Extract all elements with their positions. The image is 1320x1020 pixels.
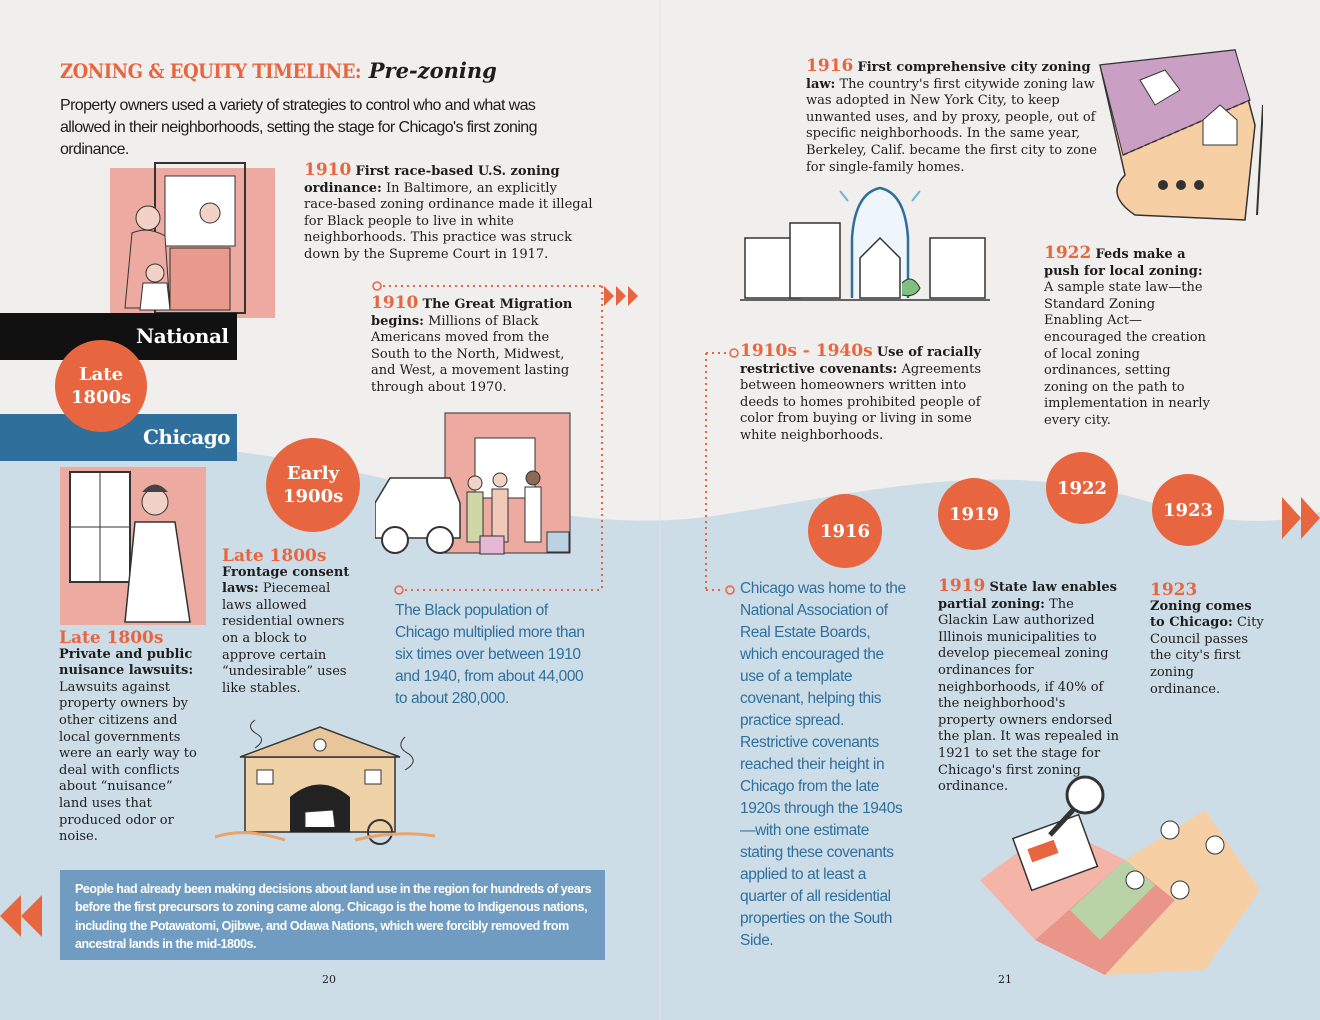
double-arrow-right-icon xyxy=(1282,497,1320,539)
entry-1923-chicago: 1923 Zoning comes to Chicago: City Counc… xyxy=(1150,580,1264,697)
indigenous-note-box xyxy=(60,870,605,960)
entry-1910s-covenants: 1910s - 1940s Use of racially restrictiv… xyxy=(740,341,982,443)
entry-1910-zoning: 1910 First race-based U.S. zoning ordina… xyxy=(304,160,593,262)
entry-1922-feds: 1922 Feds make a push for local zoning: … xyxy=(1044,243,1210,428)
national-label: National xyxy=(136,324,229,348)
circle-1922: 1922 xyxy=(1046,452,1118,524)
page-title: ZONING & EQUITY TIMELINE: Pre-zoning xyxy=(60,58,497,84)
double-arrow-left-icon xyxy=(0,895,42,937)
page-number-right: 21 xyxy=(998,973,1012,986)
intro-text: Property owners used a variety of strate… xyxy=(60,97,537,158)
woman-window-illustration xyxy=(60,467,206,625)
page-number-left: 20 xyxy=(322,973,336,986)
entry-1910-migration: 1910 The Great Migration begins: Million… xyxy=(371,293,573,395)
circle-1923: 1923 xyxy=(1152,474,1224,546)
circle-early-1900s: Early 1900s xyxy=(266,438,360,532)
entry-late-1800s-frontage: Late 1800s Frontage consent laws: Piecem… xyxy=(222,546,350,696)
circle-1916: 1916 xyxy=(808,494,882,568)
house-bell-jar-illustration xyxy=(740,186,990,301)
dotted-connector-covenants xyxy=(705,348,739,595)
stable-illustration xyxy=(214,719,436,845)
title-main: ZONING & EQUITY TIMELINE: xyxy=(60,59,362,83)
indigenous-note-text: People had already been making decisions… xyxy=(75,882,592,951)
mother-child-door-illustration xyxy=(110,162,275,318)
title-sub: Pre-zoning xyxy=(368,58,497,83)
chicago-label: Chicago xyxy=(143,425,231,449)
note-black-population: The Black population of Chicago multipli… xyxy=(395,602,585,707)
dotted-connector-migration xyxy=(372,281,603,595)
circle-1919: 1919 xyxy=(938,478,1010,550)
magnifier-map-illustration xyxy=(980,775,1260,975)
entry-1919-state-law: 1919 State law enables partial zoning: T… xyxy=(938,576,1119,795)
zoning-map-illustration xyxy=(1099,49,1263,221)
migration-car-illustration xyxy=(375,412,571,555)
circle-late-1800s: Late 1800s xyxy=(55,340,147,432)
triple-arrow-right-icon xyxy=(604,286,638,306)
entry-1916-zoning-law: 1916 First comprehensive city zoning law… xyxy=(806,56,1097,175)
entry-late-1800s-nuisance: Late 1800s Private and public nuisance l… xyxy=(59,628,197,845)
note-covenants-chicago: Chicago was home to the National Associa… xyxy=(740,580,906,949)
